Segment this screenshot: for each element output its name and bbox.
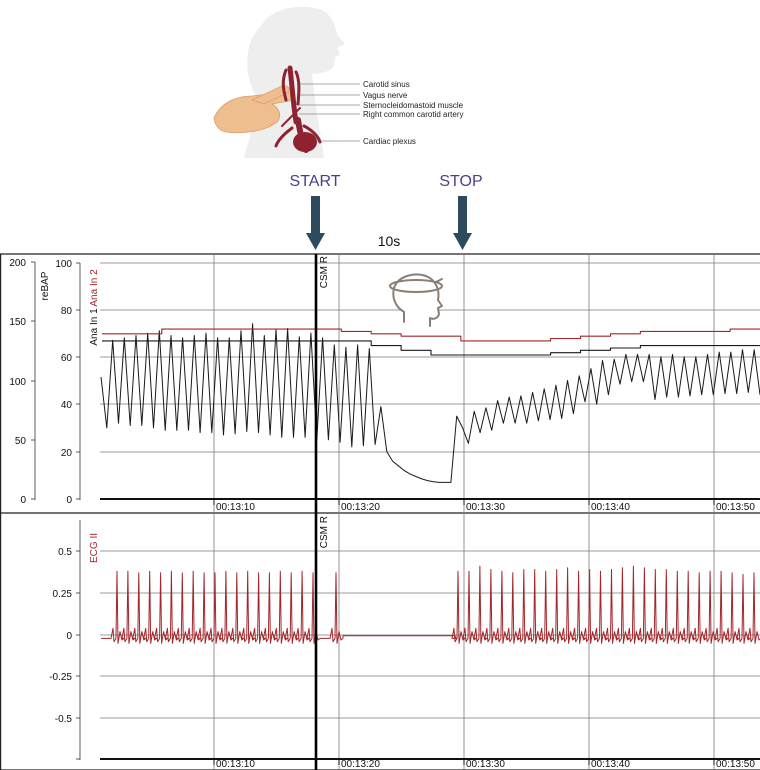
rebap-axis	[31, 261, 36, 500]
ecg-xtick-1: 00:13:10	[216, 759, 255, 770]
csm-label-bottom: CSM R	[319, 516, 330, 548]
rebap-tick-150: 150	[9, 317, 26, 328]
ecg-tick-0.25: 0.25	[53, 589, 73, 600]
rebap-tick-50: 50	[15, 436, 27, 447]
bp-xtick-1: 00:13:10	[216, 502, 255, 513]
ana-in-2-label: Ana In 2	[89, 269, 100, 307]
rebap-tick-100: 100	[9, 377, 26, 388]
leader-lines	[297, 83, 360, 142]
ecg-axis-label: ECG II	[89, 533, 100, 563]
cardiac-plexus-shape	[293, 132, 317, 152]
ana-in-2-trace	[102, 328, 760, 342]
ana-tick-60: 60	[61, 353, 73, 364]
rebap-tick-0: 0	[20, 495, 26, 506]
bp-xtick-4: 00:13:40	[591, 502, 630, 513]
ecg-xtick-4: 00:13:40	[591, 759, 630, 770]
rebap-tick-200: 200	[9, 258, 26, 269]
ecg-x-ticks	[213, 759, 715, 765]
label-right-common-carotid: Right common carotid artery	[363, 110, 463, 119]
ecg-tick-neg0.5: -0.5	[55, 714, 73, 725]
duration-label: 10s	[378, 233, 401, 249]
ecg-axis	[76, 520, 81, 760]
ana-in-1-trace	[102, 340, 760, 356]
ana-tick-0: 0	[66, 495, 72, 506]
ecg-tick-0: 0	[66, 631, 72, 642]
dizzy-head-icon	[389, 273, 443, 327]
hand-illustration	[213, 91, 293, 134]
ana-in-1-label: Ana In 1	[89, 308, 100, 346]
start-arrow	[306, 196, 325, 250]
ecg-tick-neg0.25: -0.25	[49, 672, 72, 683]
ecg-traces	[101, 565, 760, 644]
csm-label-top: CSM R	[319, 256, 330, 288]
ana-tick-80: 80	[61, 306, 73, 317]
start-label: START	[290, 173, 341, 190]
ecg-xtick-5: 00:13:50	[716, 759, 755, 770]
bp-xtick-3: 00:13:30	[466, 502, 505, 513]
ecg-tick-0.5: 0.5	[58, 547, 72, 558]
label-vagus-nerve: Vagus nerve	[363, 91, 408, 100]
ana-tick-100: 100	[55, 259, 72, 270]
ana-tick-40: 40	[61, 400, 73, 411]
ana-tick-20: 20	[61, 448, 73, 459]
ecg-grid	[100, 513, 760, 770]
anatomy-illustration: Carotid sinus Vagus nerve Sternocleidoma…	[213, 6, 464, 158]
bp-traces	[100, 323, 760, 483]
head-silhouette	[244, 6, 345, 158]
label-sternocleidomastoid: Sternocleidomastoid muscle	[363, 101, 464, 110]
bp-xtick-2: 00:13:20	[341, 502, 380, 513]
bp-x-ticks	[213, 499, 715, 505]
rebap-trace	[100, 323, 760, 483]
ecg-xtick-3: 00:13:30	[466, 759, 505, 770]
bp-xtick-5: 00:13:50	[716, 502, 755, 513]
ecg-xtick-2: 00:13:20	[341, 759, 380, 770]
rebap-axis-label: reBAP	[40, 271, 51, 300]
label-carotid-sinus: Carotid sinus	[363, 80, 410, 89]
ana-axis	[76, 262, 81, 500]
panels-frame	[0, 253, 760, 770]
stop-label: STOP	[439, 173, 482, 190]
ecg-trace	[101, 565, 760, 644]
label-cardiac-plexus: Cardiac plexus	[363, 137, 416, 146]
stop-arrow	[453, 196, 472, 250]
